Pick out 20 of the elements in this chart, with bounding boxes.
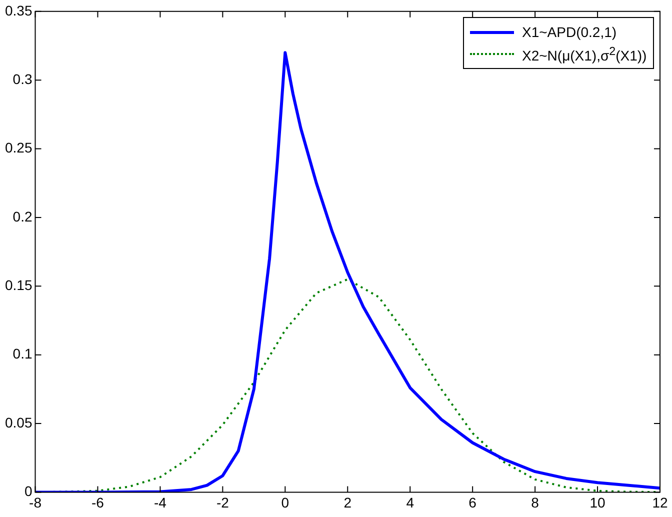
x-tick-label: 6 [468,494,477,510]
y-tick-label: 0.3 [12,70,32,87]
y-tick-label: 0.05 [5,414,32,430]
y-tick-label: 0.35 [5,2,32,18]
x-tick-label: 8 [531,494,540,510]
y-tick-label: 0.15 [5,277,32,293]
legend-label: X1~APD(0.2,1) [522,24,617,40]
x-tick-label: 2 [344,494,352,510]
x-tick-label: 12 [652,494,668,510]
y-tick-label: 0.2 [12,208,32,224]
legend-label: X2~N(μ(X1),σ$^{2}$(X1)) [522,45,647,64]
x-tick-label: 4 [406,494,414,510]
y-tick-label: 0.25 [5,140,32,156]
x-tick-label: -4 [154,494,167,510]
x-tick-label: -6 [91,494,104,510]
x-tick-label: 0 [281,494,290,510]
y-tick-label: 0.1 [12,346,32,362]
y-tick-label: 0 [24,483,32,500]
x-tick-label: 10 [590,494,606,510]
x-tick-label: -2 [216,494,230,510]
